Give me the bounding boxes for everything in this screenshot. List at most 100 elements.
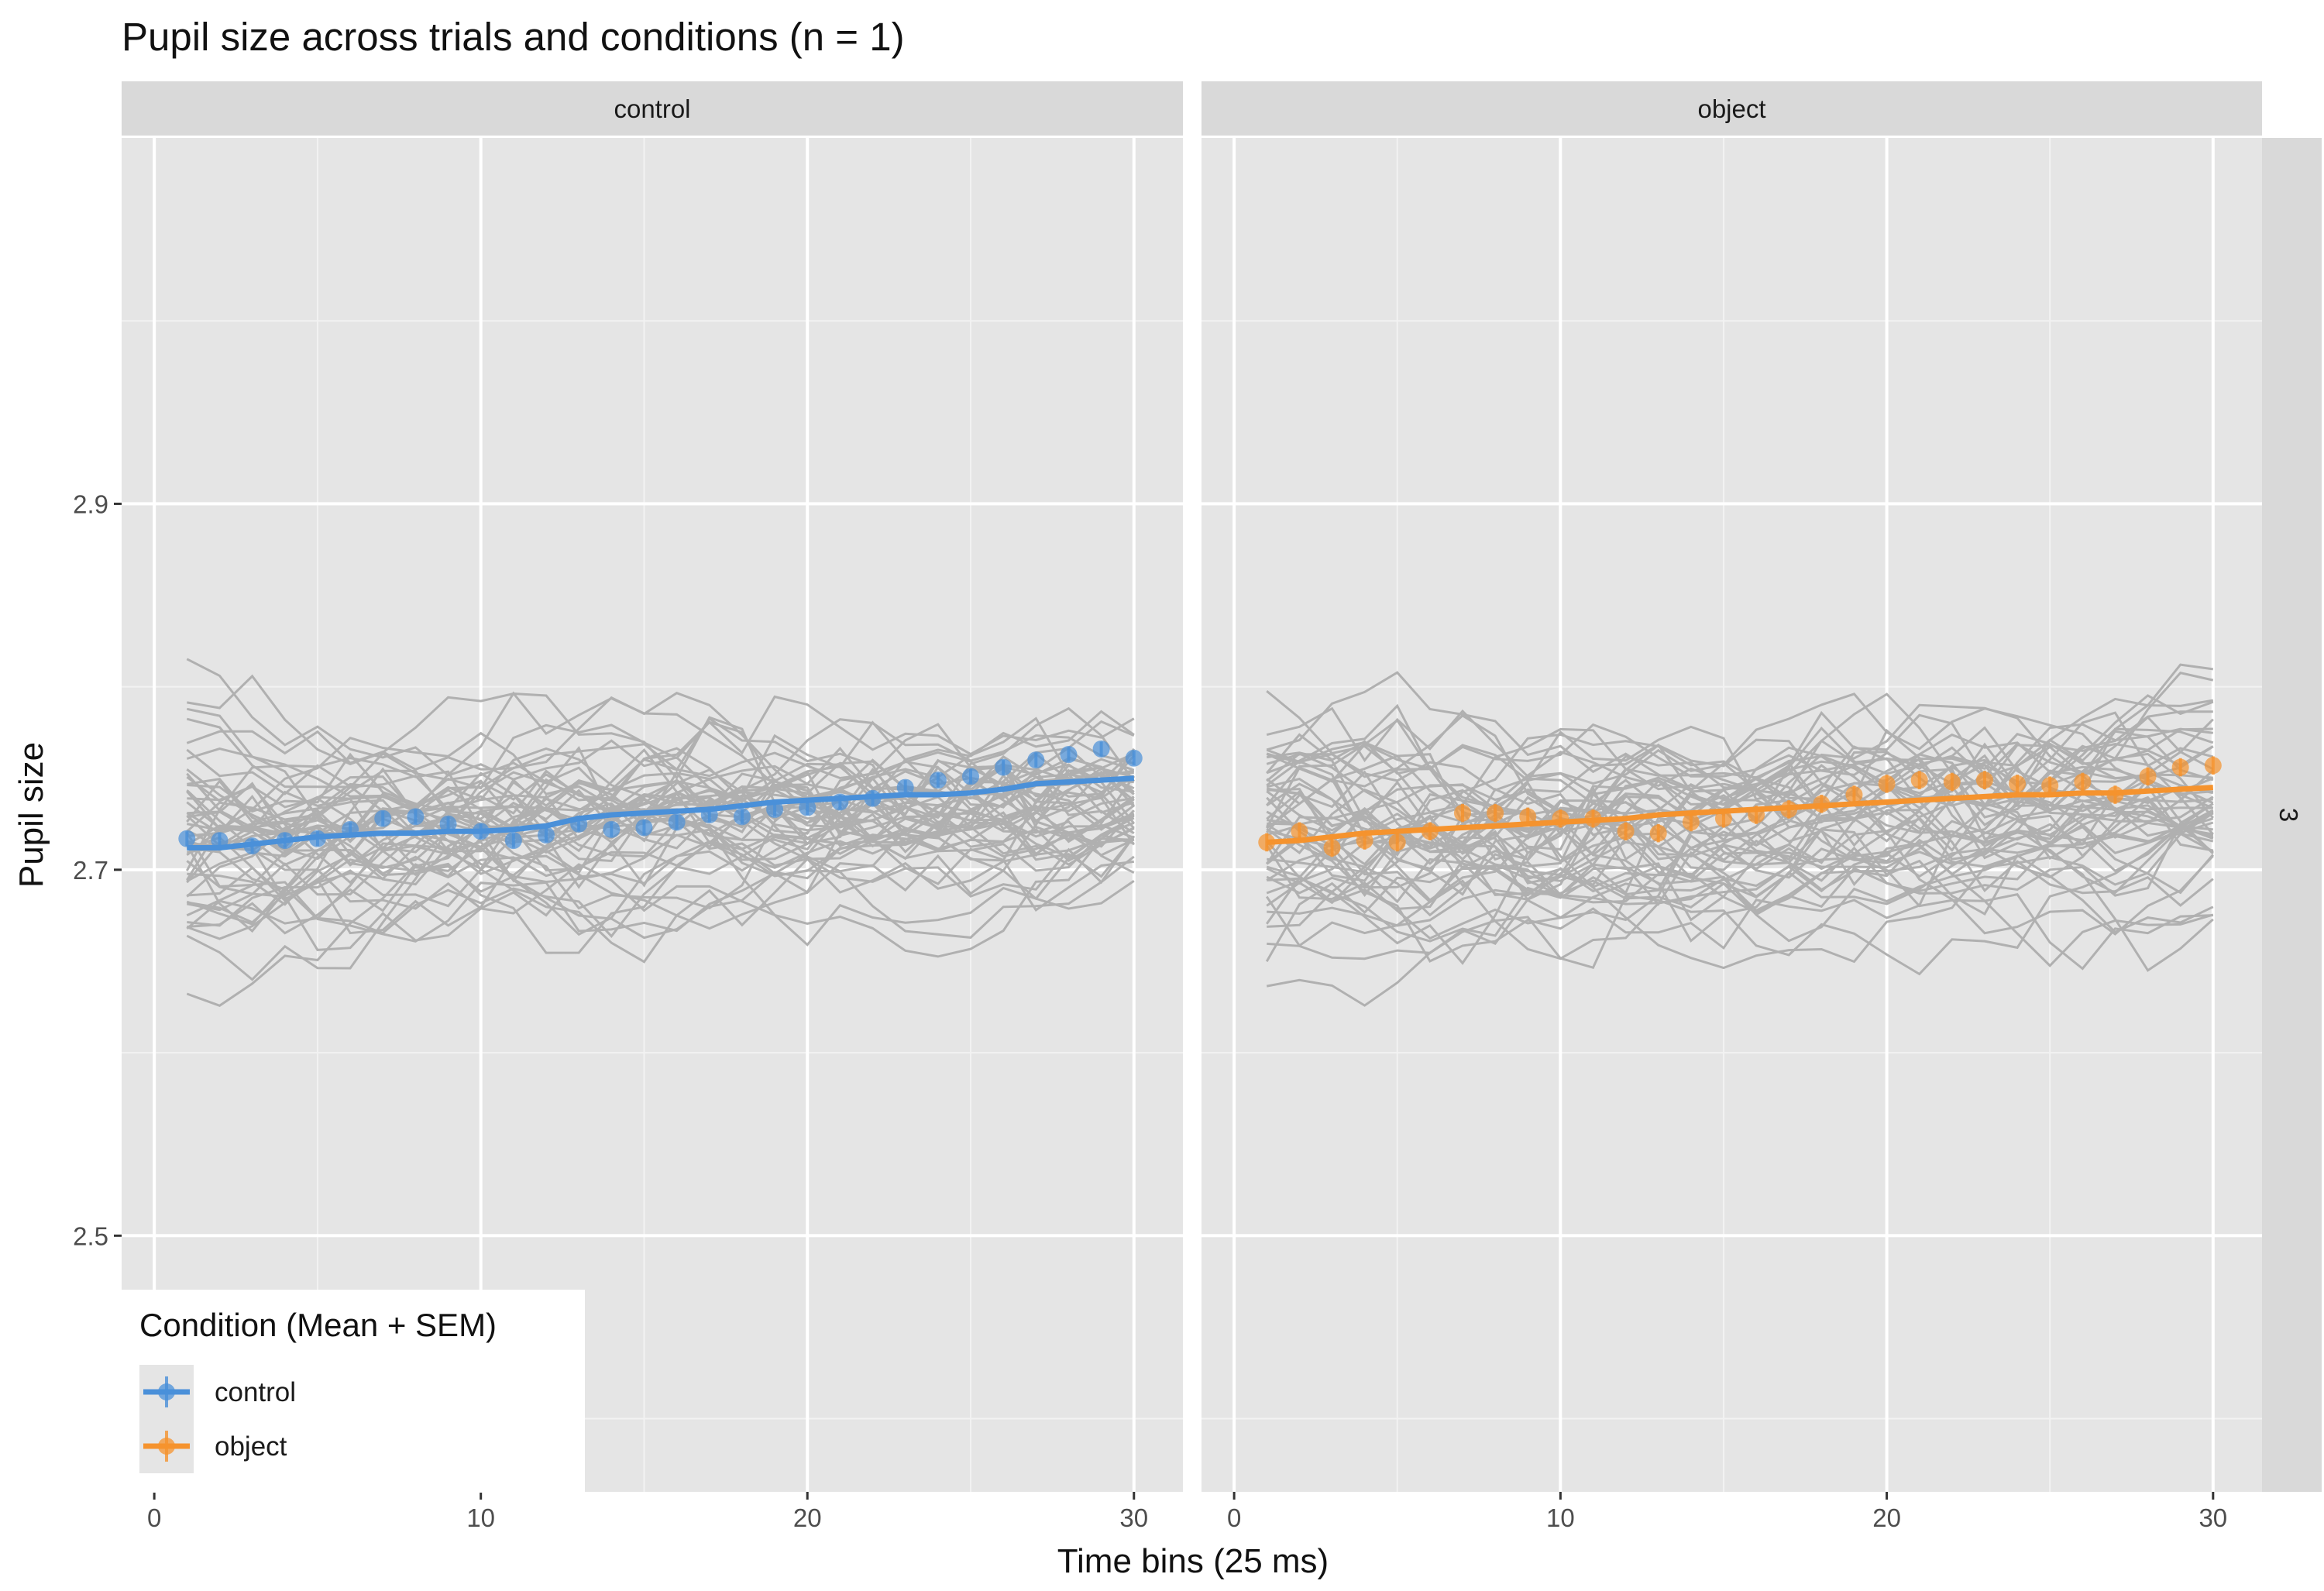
x-tick-label: 0 xyxy=(1227,1503,1241,1532)
mean-point xyxy=(1813,795,1831,813)
trial-line xyxy=(187,770,1135,885)
mean-point xyxy=(504,832,522,850)
mean-point xyxy=(1060,746,1078,764)
mean-point xyxy=(1356,832,1373,850)
mean-point xyxy=(2106,786,2124,804)
trial-lines xyxy=(1265,663,2214,1007)
trial-line xyxy=(186,747,1135,840)
x-tick-label: 20 xyxy=(793,1503,822,1532)
y-tick-label: 2.7 xyxy=(73,856,108,885)
trial-line xyxy=(1265,663,2214,829)
trial-line xyxy=(186,747,1135,867)
mean-point xyxy=(1519,808,1537,826)
trial-line xyxy=(1266,692,2214,895)
legend-label: control xyxy=(215,1377,296,1407)
mean-point xyxy=(1584,809,1602,827)
panel-control: control xyxy=(122,81,1183,1492)
mean-series xyxy=(178,740,1143,855)
mean-point xyxy=(1092,740,1110,758)
mean-point xyxy=(178,830,196,847)
trial-line xyxy=(1266,787,2214,967)
mean-point xyxy=(1975,771,1993,789)
mean-point xyxy=(962,768,979,785)
mean-point xyxy=(1291,823,1308,840)
x-axis: 0 10 20 30 0 10 20 30 xyxy=(147,1492,2227,1532)
mean-point xyxy=(243,837,261,855)
mean-point xyxy=(1617,823,1635,840)
mean-point xyxy=(995,758,1012,776)
trial-line xyxy=(1266,733,2214,1007)
mean-point xyxy=(1714,809,1732,827)
trial-line xyxy=(1267,751,2214,895)
mean-point xyxy=(1910,771,1928,789)
facet-strip-label: object xyxy=(1697,94,1765,123)
mean-point xyxy=(2074,773,2092,791)
x-tick-label: 20 xyxy=(1872,1503,1901,1532)
mean-point xyxy=(603,820,621,838)
x-tick-label: 30 xyxy=(1119,1503,1148,1532)
mean-point xyxy=(570,815,588,833)
trial-line xyxy=(1266,723,2213,852)
mean-point xyxy=(407,808,425,826)
trial-line xyxy=(186,773,1134,856)
mean-point xyxy=(1780,800,1798,818)
x-axis-label: Time bins (25 ms) xyxy=(1057,1542,1329,1580)
trial-line xyxy=(1267,810,2214,965)
mean-point xyxy=(1421,823,1439,840)
facet-strip xyxy=(1202,81,2262,136)
trial-line xyxy=(186,790,1135,866)
trial-line xyxy=(186,658,1134,862)
trial-line xyxy=(1267,765,2214,917)
trial-line xyxy=(1266,713,2214,895)
mean-point xyxy=(733,808,751,826)
trial-line xyxy=(1265,746,2214,947)
trial-line xyxy=(186,775,1135,1007)
chart-title: Pupil size across trials and conditions … xyxy=(122,15,905,59)
facet-row-strip-label: 3 xyxy=(2274,808,2303,822)
mean-point xyxy=(2009,775,2027,792)
trial-line xyxy=(1266,728,2214,902)
y-axis-label: Pupil size xyxy=(12,742,50,888)
legend-label: object xyxy=(215,1431,287,1462)
y-axis: 2.5 2.7 2.9 xyxy=(73,490,122,1250)
mean-point xyxy=(1552,809,1569,827)
mean-point xyxy=(1027,751,1045,769)
x-tick-label: 0 xyxy=(147,1503,161,1532)
mean-point xyxy=(1388,833,1406,851)
trial-line xyxy=(1266,730,2214,919)
trial-line xyxy=(187,767,1135,936)
mean-point xyxy=(1323,839,1341,857)
trial-line xyxy=(1266,760,2214,907)
mean-point xyxy=(635,819,653,837)
mean-point xyxy=(896,778,914,796)
trial-line xyxy=(1266,671,2214,885)
trial-line xyxy=(187,813,1135,964)
legend-entry-control: control xyxy=(139,1365,296,1419)
facet-strip xyxy=(122,81,1183,136)
legend-title: Condition (Mean + SEM) xyxy=(139,1307,497,1343)
panel-object: object xyxy=(1202,81,2262,1492)
trial-line xyxy=(1266,793,2214,970)
mean-point xyxy=(2171,758,2189,776)
trial-line xyxy=(1266,796,2214,943)
mean-point xyxy=(211,832,229,850)
trial-line xyxy=(1266,733,2214,871)
mean-point xyxy=(1487,804,1504,822)
legend-background xyxy=(122,1290,585,1493)
trial-line xyxy=(1266,799,2214,897)
mean-point xyxy=(929,771,947,789)
mean-point xyxy=(2204,757,2222,775)
trial-line xyxy=(187,796,1135,917)
mean-point xyxy=(1943,773,1961,791)
mean-point xyxy=(1682,813,1700,831)
x-tick-label: 10 xyxy=(1546,1503,1575,1532)
mean-point xyxy=(1453,804,1471,822)
trial-line xyxy=(1267,843,2213,971)
trial-line xyxy=(187,766,1135,869)
y-tick-label: 2.9 xyxy=(73,490,108,518)
facet-strip-label: control xyxy=(614,94,690,123)
mean-point xyxy=(799,799,816,816)
mean-point xyxy=(538,826,555,844)
mean-point xyxy=(700,806,718,823)
